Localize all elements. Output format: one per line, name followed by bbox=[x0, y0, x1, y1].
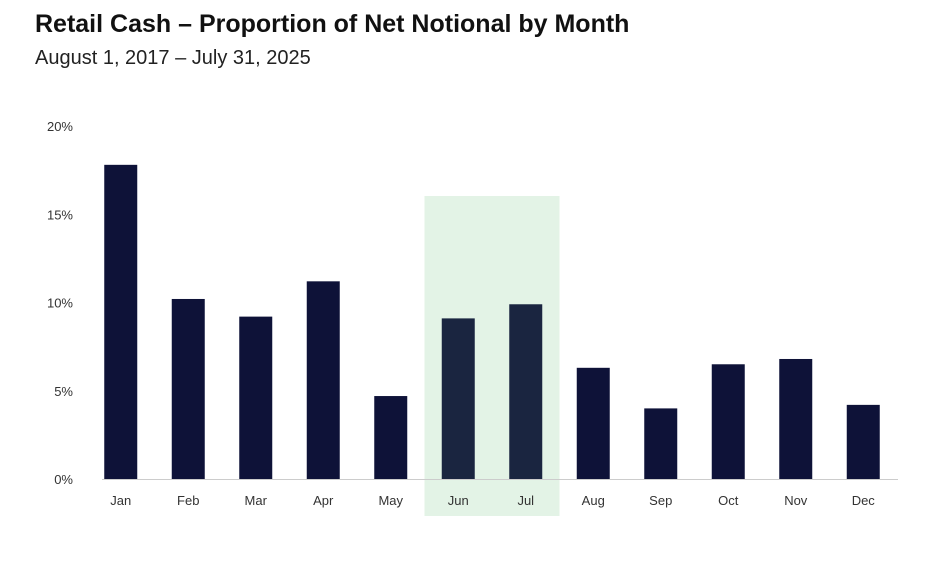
bar-jul bbox=[509, 304, 543, 479]
bar-jun bbox=[441, 318, 475, 479]
chart-subtitle: August 1, 2017 – July 31, 2025 bbox=[35, 47, 311, 69]
y-tick-label: 20% bbox=[47, 119, 73, 134]
x-tick-label: Mar bbox=[245, 493, 268, 508]
bar-feb bbox=[171, 298, 205, 479]
bar-oct bbox=[711, 364, 745, 479]
y-tick-label: 5% bbox=[54, 384, 73, 399]
x-tick-label: Feb bbox=[177, 493, 199, 508]
x-tick-label: Apr bbox=[313, 493, 334, 508]
chart-title: Retail Cash – Proportion of Net Notional… bbox=[35, 10, 630, 38]
bar-jan bbox=[104, 164, 138, 479]
x-tick-label: Dec bbox=[852, 493, 876, 508]
bar-apr bbox=[306, 281, 340, 479]
x-tick-label: Sep bbox=[649, 493, 672, 508]
bar-may bbox=[374, 396, 408, 479]
x-tick-label: Aug bbox=[582, 493, 605, 508]
bar-mar bbox=[239, 316, 273, 479]
x-tick-label: Nov bbox=[784, 493, 808, 508]
y-tick-label: 0% bbox=[54, 472, 73, 487]
bar-nov bbox=[779, 358, 813, 479]
x-tick-label: Jul bbox=[517, 493, 534, 508]
bar-dec bbox=[846, 404, 880, 479]
x-tick-label: Jun bbox=[448, 493, 469, 508]
bar-aug bbox=[576, 367, 610, 479]
y-tick-label: 15% bbox=[47, 207, 73, 222]
bar-sep bbox=[644, 408, 678, 479]
x-tick-label: Oct bbox=[718, 493, 739, 508]
y-tick-label: 10% bbox=[47, 296, 73, 311]
x-tick-label: May bbox=[378, 493, 403, 508]
x-tick-label: Jan bbox=[110, 493, 131, 508]
